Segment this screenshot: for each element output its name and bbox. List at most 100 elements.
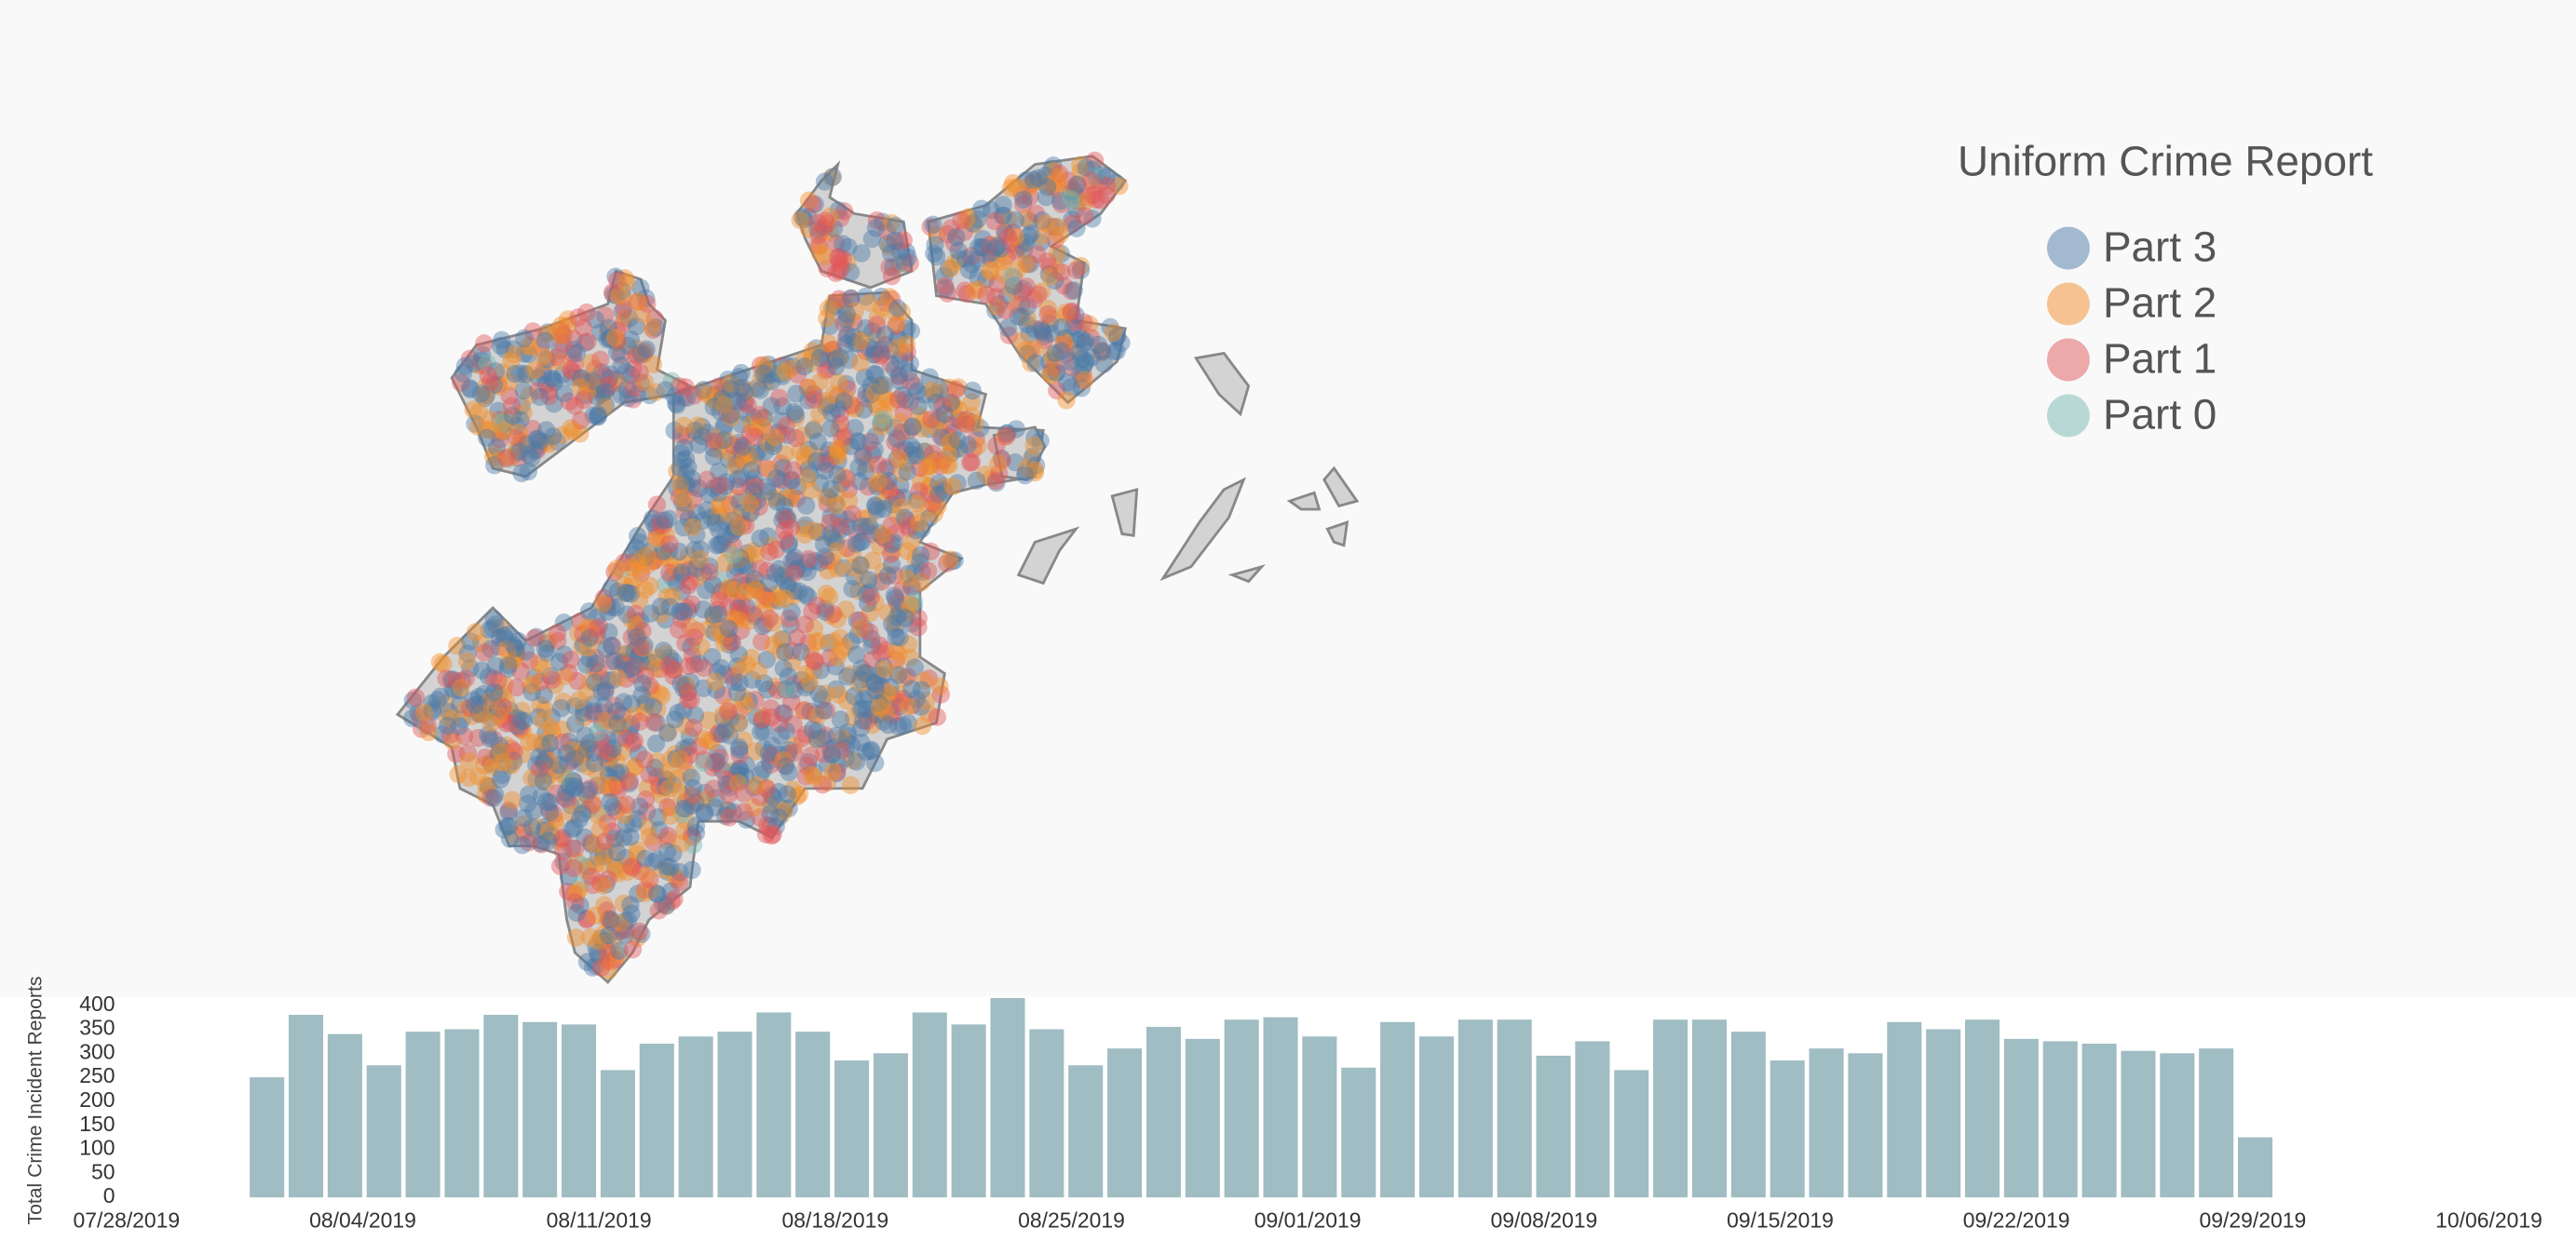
incident-dot	[607, 861, 626, 880]
incident-dot	[777, 757, 795, 776]
incident-dot	[898, 319, 916, 338]
incident-dot	[476, 785, 495, 804]
incident-dot	[784, 587, 803, 605]
incident-dot	[1006, 242, 1025, 261]
incident-dot	[912, 520, 931, 539]
incident-dot	[479, 725, 497, 744]
incident-dot	[792, 642, 810, 661]
incident-dot	[759, 355, 779, 374]
incident-dot	[548, 348, 566, 367]
incident-dot	[949, 241, 968, 261]
incident-dot	[859, 594, 877, 613]
incident-dot	[707, 681, 725, 699]
incident-dot	[1110, 177, 1129, 196]
incident-dot	[973, 230, 993, 249]
incident-dot	[589, 932, 607, 951]
incident-dot	[820, 342, 839, 361]
incident-dot	[540, 822, 559, 841]
incident-dot	[832, 641, 850, 660]
incident-dot	[567, 852, 587, 870]
incident-dot	[746, 691, 765, 709]
incident-dot	[1040, 257, 1059, 276]
incident-dot	[939, 426, 957, 446]
incident-dot	[956, 281, 974, 300]
incident-dot	[611, 716, 630, 735]
incident-dot	[541, 734, 560, 752]
incident-dot	[679, 737, 698, 757]
incident-dot	[708, 477, 727, 495]
incident-dot	[657, 896, 676, 915]
land	[1110, 487, 1139, 537]
incident-dot	[596, 306, 615, 325]
incident-dot	[847, 752, 866, 771]
incident-dot	[864, 673, 884, 692]
incident-dot	[883, 685, 902, 705]
incident-dot	[423, 700, 442, 719]
incident-dot	[810, 404, 829, 424]
incident-dot	[926, 491, 945, 510]
incident-dot	[1051, 244, 1071, 263]
incident-dot	[649, 901, 669, 920]
incident-dot	[999, 326, 1019, 344]
incident-dot	[990, 464, 1009, 483]
incident-dot	[738, 404, 756, 423]
incident-dot	[845, 687, 863, 706]
incident-dot	[799, 460, 818, 479]
incident-dot	[676, 792, 696, 811]
incident-dot	[502, 352, 521, 371]
incident-dot	[565, 749, 584, 768]
incident-dot	[539, 831, 558, 851]
incident-dot	[732, 436, 751, 455]
incident-dot	[490, 638, 508, 656]
incident-dot	[678, 683, 698, 702]
incident-dot	[548, 432, 566, 452]
incident-dot	[780, 533, 798, 553]
incident-dot	[438, 708, 457, 728]
incident-dot	[867, 477, 887, 496]
incident-dot	[739, 505, 758, 523]
incident-dot	[617, 644, 635, 663]
incident-dot	[705, 798, 725, 816]
incident-dot	[909, 617, 928, 637]
incident-dot	[705, 753, 724, 772]
incident-dot	[746, 742, 765, 761]
incident-dot	[627, 615, 646, 635]
incident-dot	[617, 925, 635, 944]
y-tick-label: 400	[79, 992, 115, 1016]
incident-dot	[793, 425, 812, 445]
incident-dot	[448, 637, 467, 655]
incident-dot	[672, 425, 691, 444]
incident-dot	[577, 911, 596, 929]
incident-dot	[828, 248, 847, 267]
bar	[288, 1015, 324, 1198]
incident-dot	[866, 365, 886, 384]
incident-dot	[676, 676, 696, 695]
incident-dot	[634, 345, 653, 364]
incident-dot	[1044, 156, 1063, 175]
incident-dot	[636, 547, 656, 566]
incident-dot	[1071, 364, 1090, 383]
incident-dot	[527, 817, 547, 837]
land	[1159, 477, 1247, 582]
incident-dot	[1055, 330, 1074, 348]
incident-dot	[788, 477, 807, 495]
legend-swatch	[2046, 338, 2090, 382]
incident-dot	[660, 598, 680, 616]
incident-dot	[964, 214, 983, 233]
incident-dot	[1034, 323, 1052, 342]
incident-dot	[819, 488, 837, 506]
incident-dot	[855, 570, 874, 588]
incident-dot	[431, 687, 450, 706]
incident-dot	[795, 453, 814, 472]
incident-dot	[576, 655, 596, 674]
incident-dot	[640, 765, 658, 784]
incident-dot	[860, 517, 879, 535]
incident-dot	[779, 510, 797, 530]
incident-dot	[508, 443, 526, 463]
incident-dot	[704, 447, 724, 466]
incident-dot	[819, 441, 838, 460]
incident-dot	[1033, 211, 1051, 230]
incident-dot	[899, 564, 917, 584]
incident-dot	[629, 553, 647, 573]
incident-dot	[804, 762, 823, 781]
